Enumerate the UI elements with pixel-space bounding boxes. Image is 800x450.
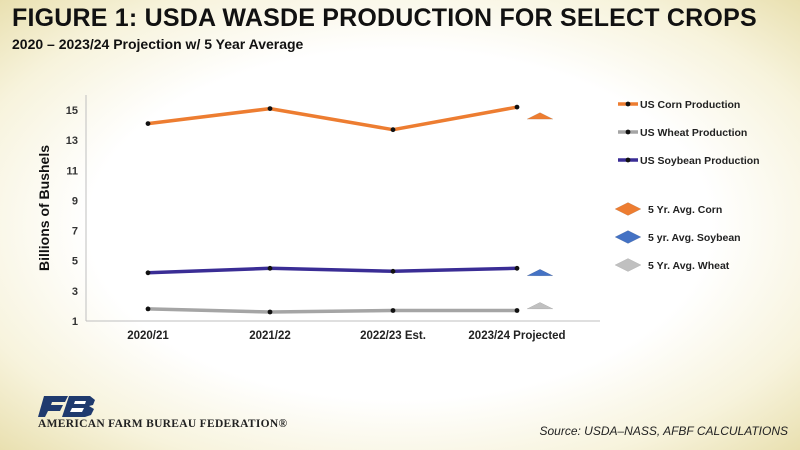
y-tick-label: 7 [72,226,78,238]
y-tick-label: 5 [72,256,78,268]
y-tick-label: 11 [66,165,78,177]
x-tick-label: 2021/22 [249,330,291,342]
legend-swatch-diamond [614,258,642,272]
y-axis-label: Billions of Bushels [36,145,52,271]
avg-marker-0 [526,112,554,120]
legend-swatch-dot [625,157,631,163]
chart-title: FIGURE 1: USDA WASDE PRODUCTION FOR SELE… [12,4,757,32]
data-point [390,127,396,133]
data-point [390,308,396,313]
legend-swatch-dot [625,129,631,135]
legend-label: US Soybean Production [640,155,760,167]
legend-label: US Wheat Production [640,127,747,139]
data-point [267,265,273,271]
series-line-0 [147,105,518,132]
x-tick-label: 2020/21 [127,330,169,342]
y-tick-label: 1 [72,316,78,328]
y-tick-label: 9 [72,195,78,207]
avg-marker-1 [526,269,554,277]
legend-label: US Corn Production [640,99,740,111]
data-point [145,121,151,126]
afbf-logo [38,394,298,434]
legend-swatch-diamond [614,202,642,216]
data-point [267,106,273,111]
series-line-2 [147,266,518,275]
y-tick-label: 3 [72,286,78,298]
series-line-1 [147,307,517,314]
chart-subtitle: 2020 – 2023/24 Projection w/ 5 Year Aver… [12,36,304,52]
data-point [145,270,151,276]
data-point [390,268,396,274]
legend-label: 5 yr. Avg. Soybean [648,232,741,244]
legend-label: 5 Yr. Avg. Wheat [648,260,730,272]
data-point [514,265,520,271]
x-tick-label: 2022/23 Est. [360,330,426,342]
organization-name: AMERICAN FARM BUREAU FEDERATION® [38,418,288,430]
data-point [514,104,520,110]
fb-logo-icon [38,396,95,417]
legend-swatch-dot [625,101,631,107]
legend-label: 5 Yr. Avg. Corn [648,204,722,216]
y-tick-label: 15 [66,105,78,117]
data-point [267,309,273,315]
y-tick-label: 13 [66,135,78,147]
data-point [514,308,520,313]
source-note: Source: USDA–NASS, AFBF CALCULATIONS [539,424,788,438]
data-point [145,306,151,312]
avg-marker-2 [526,302,554,310]
legend-swatch-diamond [614,230,642,244]
x-tick-label: 2023/24 Projected [468,330,565,342]
